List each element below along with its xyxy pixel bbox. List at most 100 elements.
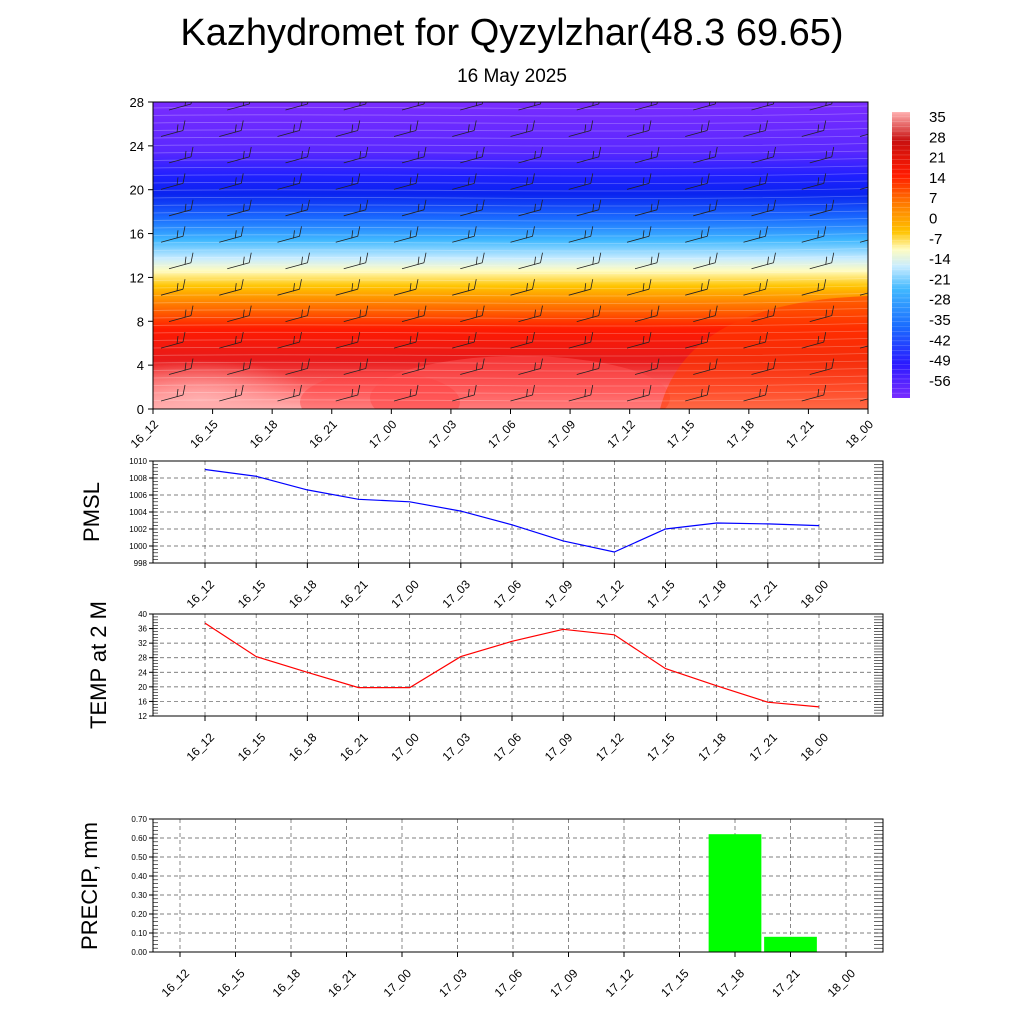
warm-area: [153, 360, 320, 409]
wind-barb: [285, 358, 310, 375]
contour-line: [153, 368, 868, 372]
wind-barb: [576, 146, 602, 164]
contour-line: [153, 135, 868, 139]
wind-barb: [343, 252, 369, 270]
wind-barb: [685, 173, 710, 190]
wind-barb: [460, 252, 485, 270]
wind-barb: [285, 305, 310, 323]
x-tick-label: 16_12: [128, 417, 162, 451]
wind-barb: [343, 199, 369, 217]
x-tick-label: 16_12: [184, 730, 218, 764]
wind-barb: [867, 268, 868, 269]
wind-barb: [452, 332, 477, 349]
wind-barb: [751, 146, 776, 164]
wind-barb: [452, 120, 477, 137]
colorbar-label: -56: [929, 373, 951, 390]
wind-barb: [743, 173, 768, 190]
x-tick-label: 16_15: [235, 577, 269, 611]
wind-barb: [867, 215, 868, 216]
wind-barb: [227, 358, 252, 375]
wind-barb: [343, 358, 369, 375]
wind-barb: [277, 332, 302, 349]
wind-barb: [160, 173, 186, 190]
y-tick-label: 0.70: [131, 815, 147, 824]
wind-barb: [335, 332, 361, 349]
wind-barb: [510, 279, 535, 296]
x-tick-label: 17_06: [491, 730, 525, 764]
wind-barb: [576, 358, 602, 375]
y-tick-label: 24: [138, 668, 147, 677]
wind-barb: [693, 252, 718, 270]
x-tick-label: 16_18: [270, 966, 304, 1000]
x-tick-label: 17_00: [388, 730, 422, 764]
wind-barb: [460, 358, 485, 375]
contour-line: [153, 195, 868, 199]
wind-barb: [867, 321, 868, 322]
y-tick-label: 12: [130, 270, 144, 285]
x-tick-label: 17_12: [593, 577, 627, 611]
contour-line: [153, 158, 868, 162]
wind-barb: [626, 173, 652, 190]
y-tick-label: 40: [138, 610, 147, 619]
wind-barb: [867, 374, 868, 375]
wind-barb: [401, 305, 427, 323]
x-tick-label: 17_18: [714, 966, 748, 1000]
precip-bar: [708, 834, 762, 952]
wind-barb: [685, 332, 710, 349]
y-tick-label: 20: [138, 683, 147, 692]
y-axis-title: PMSL: [79, 482, 104, 542]
x-tick-label: 18_00: [843, 417, 877, 451]
x-tick-label: 17_09: [542, 730, 576, 764]
x-tick-label: 18_00: [825, 966, 859, 1000]
chart-subtitle: 16 May 2025: [457, 66, 567, 87]
wind-barb: [634, 252, 660, 270]
x-tick-label: 17_03: [426, 417, 460, 451]
precip-bar: [764, 936, 817, 952]
x-tick-label: 18_00: [798, 730, 832, 764]
y-tick-label: 0.20: [131, 910, 147, 919]
wind-barb: [335, 279, 361, 296]
wind-barb: [227, 305, 252, 323]
wind-barb: [568, 226, 594, 243]
line-panel: 12 16 20 24 28 32 36 40 16_12 16_15 16_18 16_21 17_0…: [86, 601, 884, 764]
wind-barb: [751, 305, 776, 323]
y-tick-label: 12: [138, 712, 147, 721]
colorbar-label: 0: [929, 211, 937, 228]
x-tick-label: 17_15: [644, 730, 678, 764]
wind-barb: [285, 146, 310, 164]
wind-barb: [227, 252, 252, 270]
wind-barb: [452, 226, 477, 243]
wind-barb: [568, 279, 594, 296]
wind-barb: [168, 199, 194, 217]
x-tick-label: 16_21: [306, 417, 340, 451]
contour-line: [153, 143, 868, 147]
wind-barb: [452, 173, 477, 190]
y-tick-label: 4: [137, 358, 144, 373]
panel-frame: [152, 613, 884, 717]
x-tick-label: 17_09: [547, 966, 581, 1000]
y-tick-label: 1006: [129, 491, 147, 500]
wind-barb: [801, 173, 827, 190]
wind-barb: [867, 162, 868, 163]
x-tick-label: 17_21: [746, 577, 780, 611]
wind-barb: [859, 133, 868, 137]
wind-barb: [576, 199, 602, 217]
wind-barb: [401, 199, 427, 217]
x-tick-label: 16_15: [214, 966, 248, 1000]
contour-line: [153, 285, 868, 289]
colorbar-label: 28: [929, 129, 946, 146]
contour-line: [153, 330, 868, 334]
wind-barb: [867, 109, 868, 110]
contour-line: [153, 315, 868, 319]
wind-barb: [751, 252, 776, 270]
contour-line: [153, 165, 868, 169]
wind-barb: [168, 358, 194, 375]
contour-line: [153, 390, 868, 394]
wind-barb: [576, 252, 602, 270]
wind-barb: [219, 332, 244, 349]
wind-barb: [219, 279, 244, 296]
x-tick-label: 17_03: [439, 577, 473, 611]
y-tick-label: 28: [130, 95, 144, 110]
x-tick-label: 17_00: [366, 417, 400, 451]
